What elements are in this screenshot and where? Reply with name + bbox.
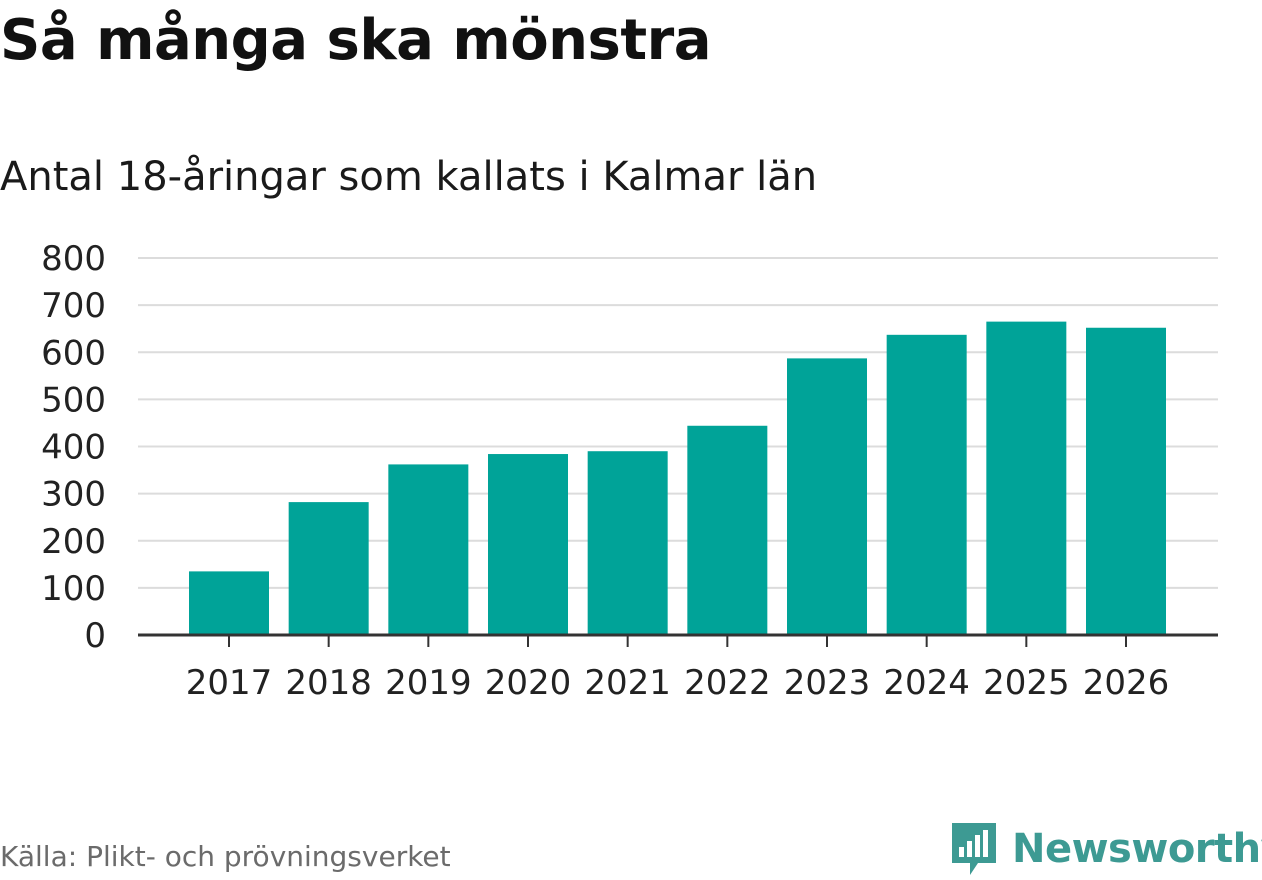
y-tick-label: 700 bbox=[41, 286, 106, 326]
y-tick-label: 400 bbox=[41, 428, 106, 468]
bar-2026 bbox=[1086, 327, 1166, 635]
y-tick-label: 200 bbox=[41, 522, 106, 562]
bars bbox=[189, 321, 1166, 635]
x-tick-label: 2023 bbox=[784, 663, 871, 703]
bar-2022 bbox=[687, 425, 768, 635]
x-axis bbox=[138, 633, 1218, 647]
y-tick-label: 500 bbox=[41, 380, 106, 420]
x-tick-label: 2021 bbox=[584, 663, 671, 703]
x-tick-label: 2017 bbox=[186, 663, 273, 703]
bar-2024 bbox=[886, 334, 967, 635]
bar-2017 bbox=[189, 571, 269, 635]
x-tick-label: 2024 bbox=[883, 663, 970, 703]
x-tick-label: 2018 bbox=[285, 663, 372, 703]
bar-2019 bbox=[388, 464, 469, 635]
bar-2018 bbox=[288, 502, 369, 635]
bar-2020 bbox=[488, 454, 568, 635]
x-tick-label: 2025 bbox=[983, 663, 1070, 703]
y-tick-label: 600 bbox=[41, 333, 106, 373]
brand-logo: Newsworthy bbox=[948, 818, 1262, 880]
x-axis-ticks: 2017 2018 2019 2020 2021 2022 2023 2024 2025 2026 bbox=[186, 663, 1170, 703]
y-tick-label: 0 bbox=[84, 616, 106, 656]
y-tick-label: 100 bbox=[41, 569, 106, 609]
source-note: Källa: Plikt- och prövningsverket bbox=[0, 840, 451, 873]
brand-name: Newsworthy bbox=[1012, 826, 1262, 872]
chart-subtitle: Antal 18-åringar som kallats i Kalmar lä… bbox=[0, 154, 818, 200]
y-tick-label: 800 bbox=[41, 239, 106, 279]
bar-2023 bbox=[787, 358, 867, 635]
x-tick-label: 2022 bbox=[684, 663, 771, 703]
x-tick-label: 2020 bbox=[485, 663, 572, 703]
bar-2021 bbox=[587, 451, 668, 635]
x-tick-label: 2026 bbox=[1083, 663, 1170, 703]
chart-title: Så många ska mönstra bbox=[0, 8, 712, 73]
newsworthy-logo-icon bbox=[952, 823, 996, 875]
x-tick-label: 2019 bbox=[385, 663, 472, 703]
y-tick-label: 300 bbox=[41, 475, 106, 515]
bar-2025 bbox=[986, 321, 1067, 635]
y-axis-ticks: 0 100 200 300 400 500 600 700 800 bbox=[41, 239, 106, 656]
